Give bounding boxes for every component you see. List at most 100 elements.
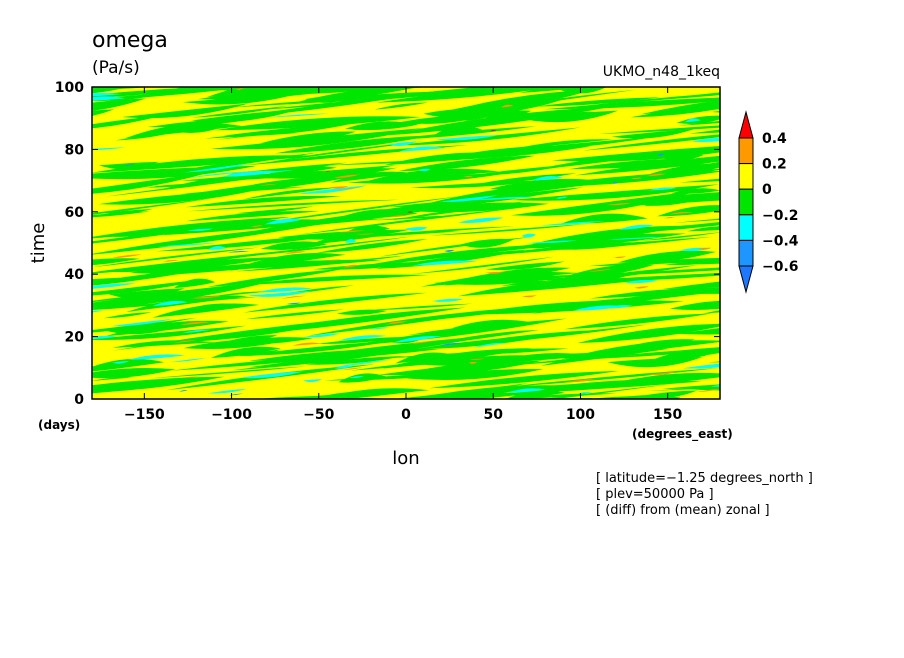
metadata-notes: [ latitude=−1.25 degrees_north ] [ plev=… <box>596 471 813 518</box>
field-streak-positive <box>634 286 649 289</box>
field-streak-strong-negative <box>458 217 504 224</box>
field-streak-negative <box>679 178 720 183</box>
field-streak-negative <box>702 310 720 314</box>
field-streak-positive <box>385 321 408 325</box>
field-streak-negative <box>710 111 720 113</box>
y-axis-units: (days) <box>38 418 80 432</box>
field-streak-negative <box>262 346 419 361</box>
field-streak-negative <box>577 323 720 343</box>
field-streak-very-negative <box>179 390 188 392</box>
field-streak-negative <box>103 312 152 319</box>
y-axis: 0 20 40 60 80 100 <box>55 80 720 408</box>
field-streak-negative <box>355 231 460 239</box>
field-streak-negative <box>530 425 586 432</box>
field-streak-positive <box>565 378 597 383</box>
field-streak-negative <box>152 303 260 318</box>
field-streak-strong-negative <box>297 185 368 194</box>
field-streak-negative <box>409 202 550 213</box>
field-streak-negative <box>679 161 720 169</box>
field-streak-negative <box>48 164 90 172</box>
field-streak-strong-negative <box>710 384 720 387</box>
field-streak-negative <box>243 292 428 313</box>
field-streak-strong-negative <box>256 287 313 293</box>
field-streak-negative <box>588 168 720 184</box>
field-streak-negative <box>243 195 463 226</box>
field-streak-negative <box>248 345 433 368</box>
field-streak-negative <box>602 396 793 422</box>
colorbar-level-label: −0.6 <box>762 259 799 275</box>
field-streak-negative <box>291 218 385 227</box>
field-streak-negative <box>551 196 594 201</box>
field-streak-positive <box>646 173 667 177</box>
colorbar-segment <box>738 163 754 190</box>
field-streak-strong-negative <box>268 113 329 118</box>
field-streak-negative <box>92 225 315 255</box>
field-streak-negative <box>326 421 510 439</box>
field-streak-negative <box>607 357 703 368</box>
field-streak-strong-negative <box>432 298 464 302</box>
field-streak-strong-negative <box>302 379 322 383</box>
field-streak-strong-negative <box>555 196 569 199</box>
field-streak-negative <box>542 384 671 399</box>
colorbar-level-label: −0.4 <box>762 233 799 249</box>
field-streak-negative <box>307 307 518 336</box>
field-streak-negative <box>640 100 720 115</box>
field-streak-negative <box>336 309 388 315</box>
field-streak-negative <box>429 370 620 389</box>
field-streak-negative <box>260 241 328 250</box>
field-streak-negative <box>508 379 702 395</box>
field-streak-negative <box>92 250 293 274</box>
field-streak-strong-negative <box>240 371 304 379</box>
field-streak-strong-negative <box>624 279 658 284</box>
field-streak-strong-negative <box>507 388 546 393</box>
field-streak-positive <box>190 295 221 299</box>
field-streak-negative <box>713 330 720 332</box>
field-streak-negative <box>364 168 500 182</box>
field-streak-negative <box>511 139 614 150</box>
field-streak-negative <box>389 199 514 208</box>
field-streak-strong-negative <box>170 357 207 363</box>
field-streak-negative <box>197 87 355 100</box>
model-label: UKMO_n48_1keq <box>603 64 720 80</box>
field-streak-positive <box>334 174 360 178</box>
y-tick-label: 20 <box>65 330 85 346</box>
field-streak-negative <box>504 367 720 387</box>
field-streak-negative <box>384 126 537 141</box>
field-streak-negative <box>669 300 720 310</box>
field-streak-negative <box>337 168 391 175</box>
colorbar-segment <box>738 239 754 267</box>
field-streak-negative <box>464 164 572 177</box>
field-streak-very-negative <box>123 164 135 166</box>
y-tick-label: 80 <box>65 142 85 158</box>
field-streak-negative <box>346 87 353 88</box>
field-streak-strong-negative <box>495 429 523 433</box>
field-streak-negative <box>492 350 681 367</box>
field-streak-negative <box>112 340 215 348</box>
field-streak-strong-negative <box>185 170 256 179</box>
field-streak-negative <box>552 272 720 283</box>
field-streak-negative <box>676 327 720 335</box>
field-streak-positive <box>339 230 366 233</box>
field-streak-negative <box>585 93 720 106</box>
field-streak-negative <box>213 291 269 297</box>
field-streak-strong-positive <box>407 211 413 213</box>
field-streak-negative <box>596 221 720 237</box>
field-streak-strong-negative <box>348 376 364 379</box>
field-streak-strong-negative <box>92 283 136 289</box>
colorbar-segment <box>738 188 754 216</box>
field-streak-negative <box>108 288 185 299</box>
field-streak-negative <box>92 115 164 129</box>
field-streak-positive <box>485 271 504 274</box>
note-plev: [ plev=50000 Pa ] <box>596 487 714 502</box>
field-streak-negative <box>92 198 213 215</box>
field-streak-very-negative <box>286 302 301 305</box>
field-streak-strong-negative <box>607 236 668 240</box>
field-streak-strong-negative <box>208 388 247 394</box>
colorbar-level-label: −0.2 <box>762 208 799 224</box>
field-streak-positive <box>250 225 263 228</box>
field-streak-negative <box>233 259 382 269</box>
field-streak-negative <box>92 377 134 381</box>
field-streak-negative <box>92 368 176 379</box>
field-streak-strong-negative <box>302 333 341 338</box>
